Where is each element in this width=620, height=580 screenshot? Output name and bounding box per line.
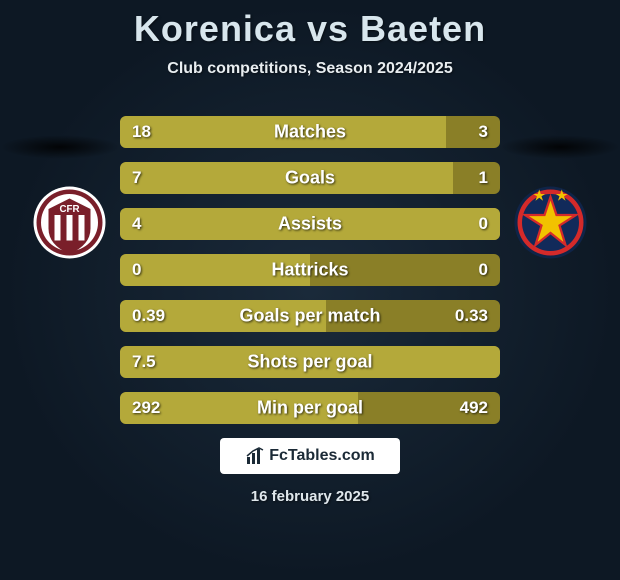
bar-fill-left xyxy=(120,346,500,378)
footer-brand-label: FcTables.com xyxy=(269,447,375,465)
team-crest-right xyxy=(513,185,588,260)
bar-fill-left xyxy=(120,254,310,286)
stat-value-right: 1 xyxy=(479,168,488,188)
stat-value-left: 18 xyxy=(132,122,151,142)
page-title: Korenica vs Baeten xyxy=(0,8,620,50)
stats-card: Korenica vs Baeten Club competitions, Se… xyxy=(0,0,620,580)
crest-left-icon: CFR xyxy=(32,185,107,260)
bar-track xyxy=(120,300,500,332)
crest-shadow-left xyxy=(0,135,120,159)
crest-right-icon xyxy=(513,185,588,260)
stat-row: Goals per match0.390.33 xyxy=(120,300,500,332)
bar-track xyxy=(120,254,500,286)
team-crest-left: CFR xyxy=(32,185,107,260)
bar-track xyxy=(120,208,500,240)
bar-fill-left xyxy=(120,208,500,240)
stat-value-left: 4 xyxy=(132,214,141,234)
crest-shadow-right xyxy=(500,135,620,159)
stat-row: Goals71 xyxy=(120,162,500,194)
stat-value-right: 492 xyxy=(460,398,488,418)
bar-fill-left xyxy=(120,162,453,194)
page-subtitle: Club competitions, Season 2024/2025 xyxy=(0,60,620,78)
bar-track xyxy=(120,162,500,194)
stat-value-right: 0.33 xyxy=(455,306,488,326)
bar-track xyxy=(120,116,500,148)
stat-value-left: 7.5 xyxy=(132,352,156,372)
footer-brand-box[interactable]: FcTables.com xyxy=(220,438,400,474)
chart-icon xyxy=(245,446,265,466)
stat-row: Hattricks00 xyxy=(120,254,500,286)
bar-track xyxy=(120,346,500,378)
stat-value-right: 0 xyxy=(479,260,488,280)
date-label: 16 february 2025 xyxy=(0,488,620,505)
stats-bars: Matches183Goals71Assists40Hattricks00Goa… xyxy=(120,116,500,424)
stat-value-right: 0 xyxy=(479,214,488,234)
stat-row: Min per goal292492 xyxy=(120,392,500,424)
stat-value-left: 0.39 xyxy=(132,306,165,326)
bar-track xyxy=(120,392,500,424)
stat-value-left: 292 xyxy=(132,398,160,418)
stat-value-left: 7 xyxy=(132,168,141,188)
svg-text:CFR: CFR xyxy=(59,204,79,215)
bar-fill-left xyxy=(120,116,446,148)
stat-row: Matches183 xyxy=(120,116,500,148)
stat-value-right: 3 xyxy=(479,122,488,142)
stat-value-left: 0 xyxy=(132,260,141,280)
stat-row: Shots per goal7.5 xyxy=(120,346,500,378)
stat-row: Assists40 xyxy=(120,208,500,240)
